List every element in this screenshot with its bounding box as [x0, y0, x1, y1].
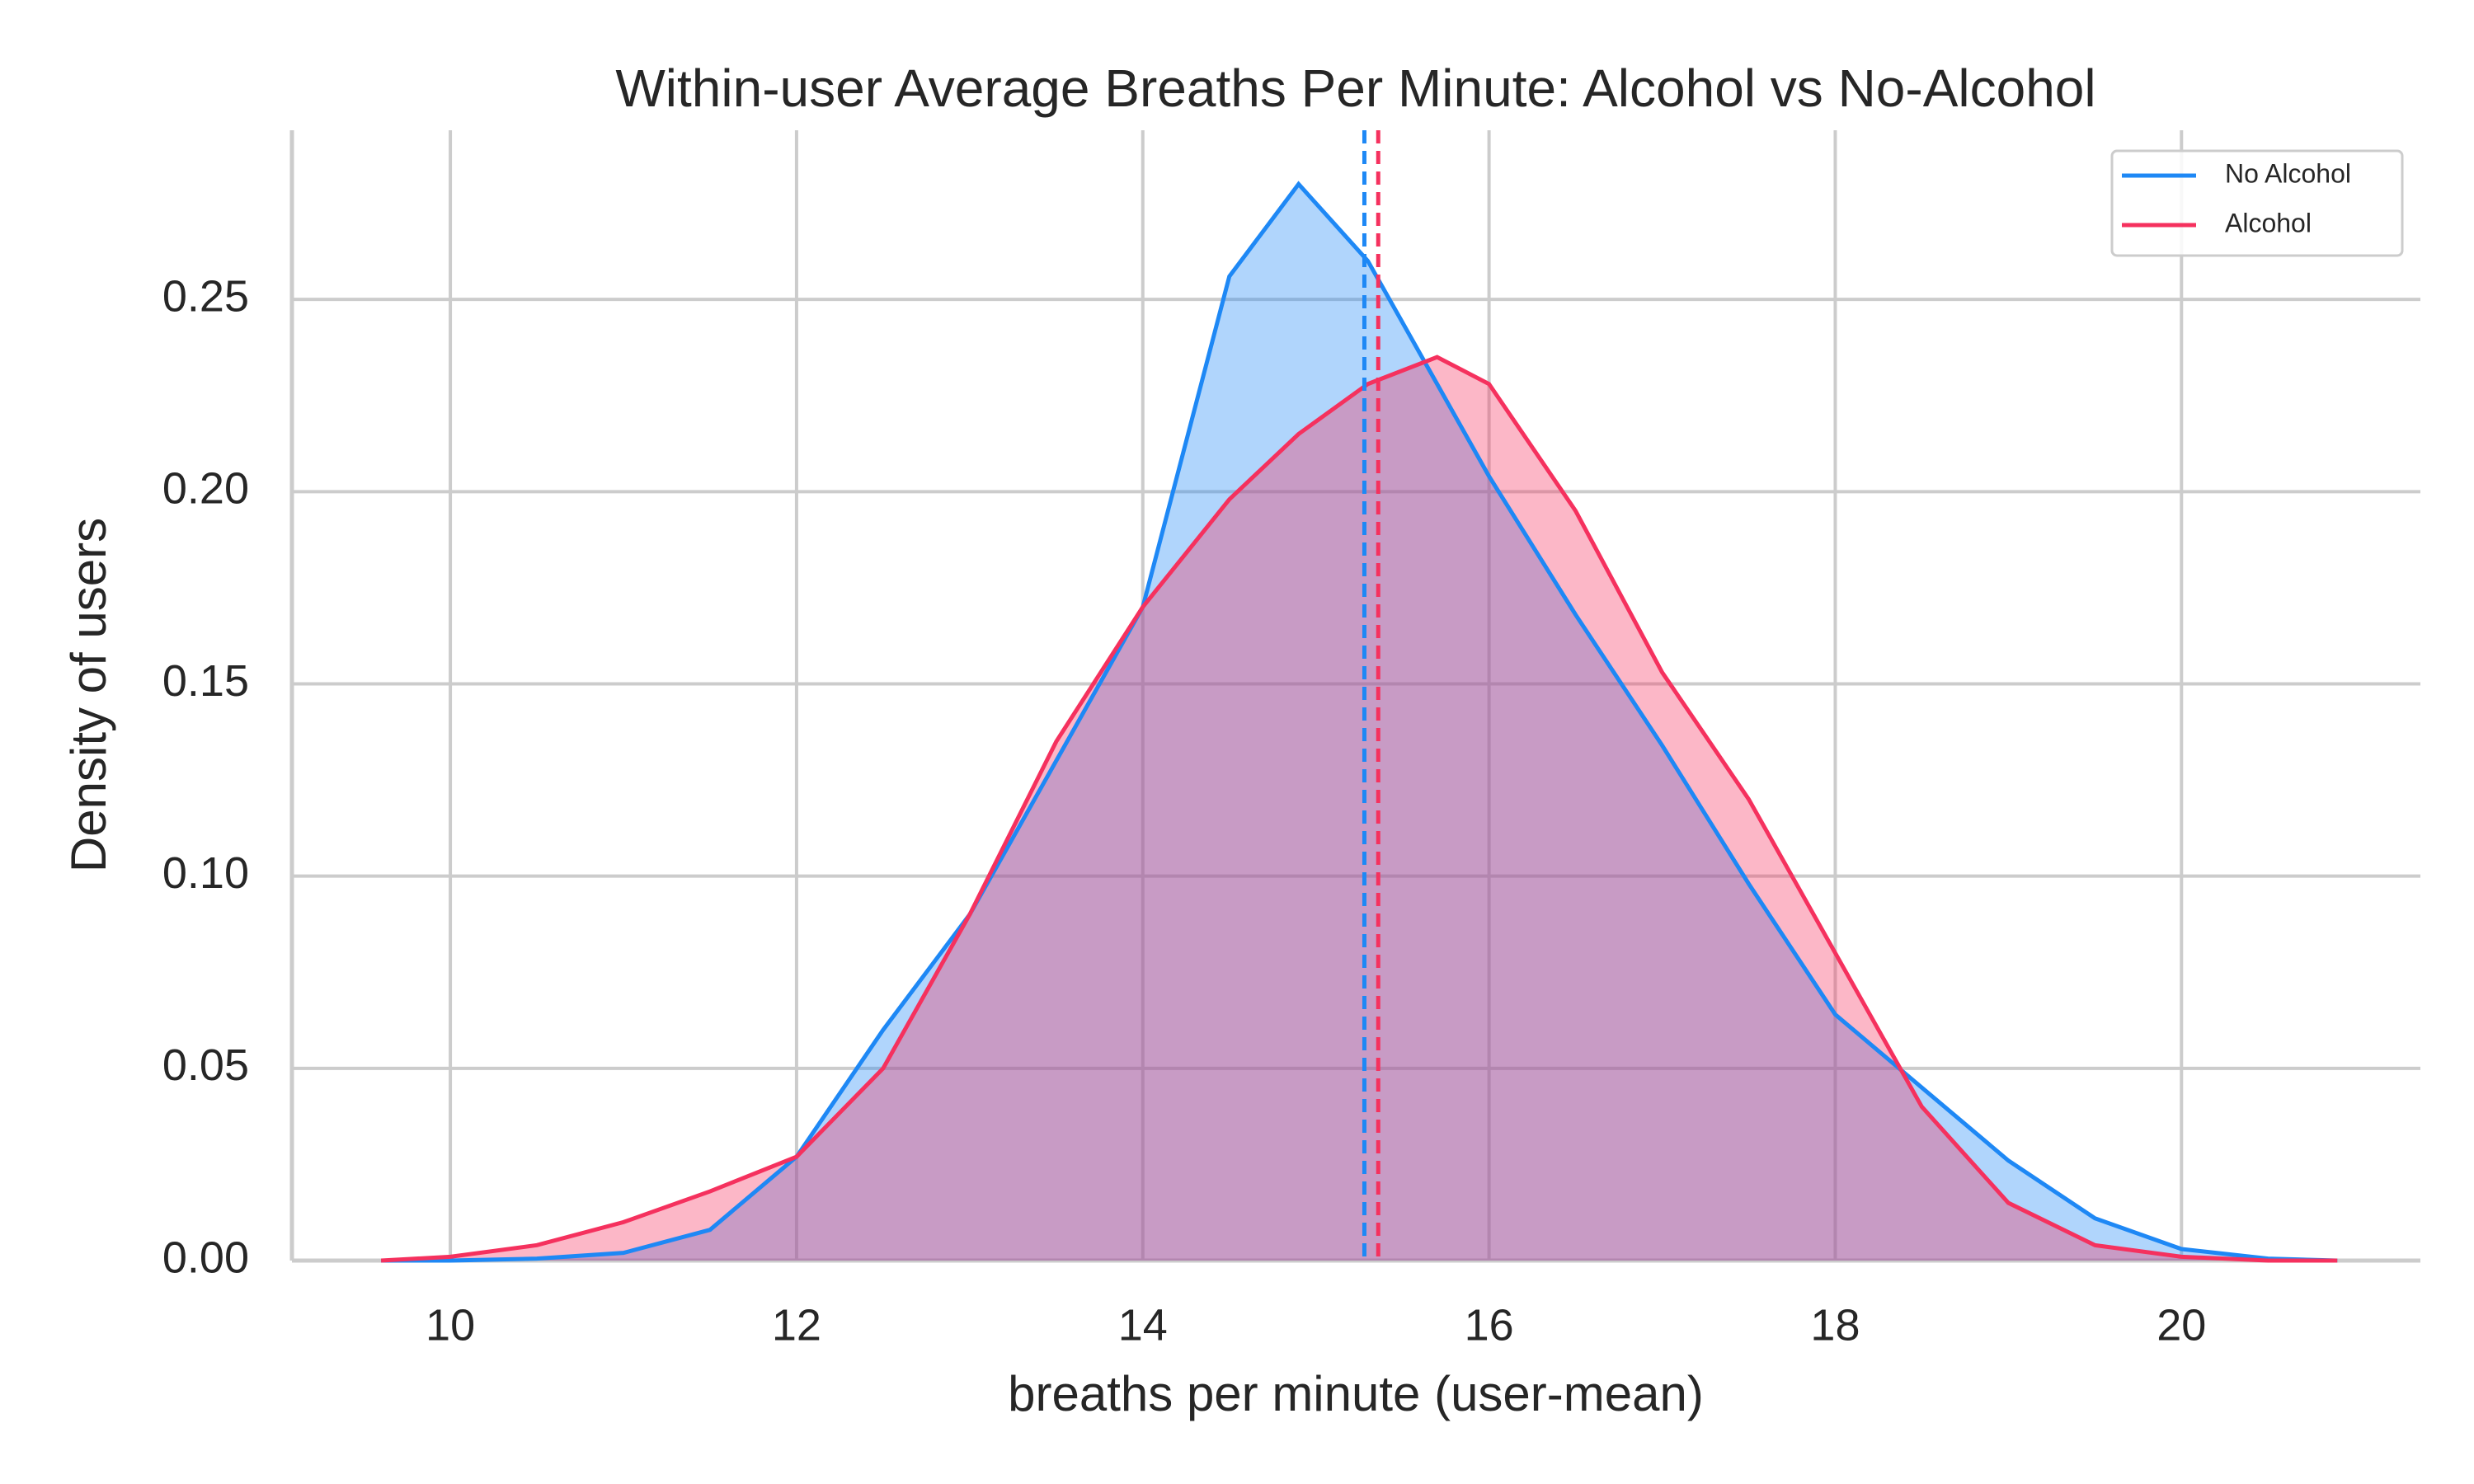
y-tick-label: 0.10: [162, 848, 249, 898]
density-line: [381, 181, 2338, 1263]
x-axis-label: breaths per minute (user-mean): [1008, 1366, 1704, 1421]
legend: No Alcohol Alcohol: [2110, 149, 2404, 257]
x-tick-label: 10: [426, 1300, 475, 1350]
y-tick-label: 0.05: [162, 1040, 249, 1090]
density-area: [381, 184, 2338, 1261]
chart-title: Within-user Average Breaths Per Minute: …: [615, 59, 2095, 118]
x-tick-label: 12: [772, 1300, 821, 1350]
y-tick-label: 0.15: [162, 656, 249, 706]
x-tick-label: 20: [2157, 1300, 2206, 1350]
density-area: [381, 357, 2338, 1261]
density-line: [380, 355, 2338, 1263]
x-tick-label: 16: [1465, 1300, 1514, 1350]
y-tick-label: 0.25: [162, 271, 249, 321]
y-tick-label: 0.20: [162, 464, 249, 514]
y-axis-label: Density of users: [61, 518, 116, 872]
x-tick-label: 14: [1118, 1300, 1168, 1350]
legend-label: No Alcohol: [2225, 158, 2351, 188]
y-tick-label: 0.00: [162, 1233, 249, 1282]
legend-label: Alcohol: [2225, 208, 2312, 237]
x-tick-label: 18: [1810, 1300, 1860, 1350]
